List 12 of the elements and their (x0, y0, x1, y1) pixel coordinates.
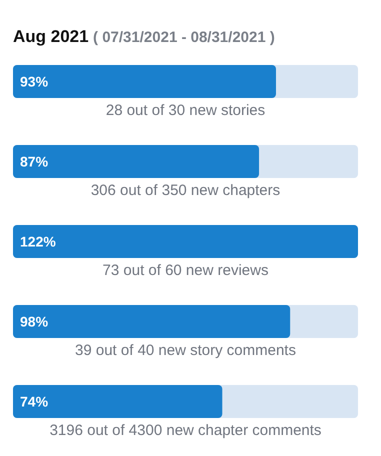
y-tick-label: 3196 out of 4300 new chapter comments (50, 422, 322, 439)
chart-subtitle: ( 07/31/2021 - 08/31/2021 ) (93, 29, 275, 46)
y-tick-label: 73 out of 60 new reviews (102, 262, 268, 279)
data-label: 93% (20, 74, 49, 90)
data-label: 87% (20, 154, 49, 170)
chart-title: Aug 2021 (13, 27, 89, 46)
data-label: 122% (20, 234, 56, 250)
data-label: 98% (20, 314, 49, 330)
y-tick-label: 28 out of 30 new stories (106, 102, 266, 119)
y-tick-label: 306 out of 350 new chapters (90, 182, 280, 199)
y-tick-label: 39 out of 40 new story comments (75, 342, 296, 359)
data-label: 74% (20, 394, 49, 410)
